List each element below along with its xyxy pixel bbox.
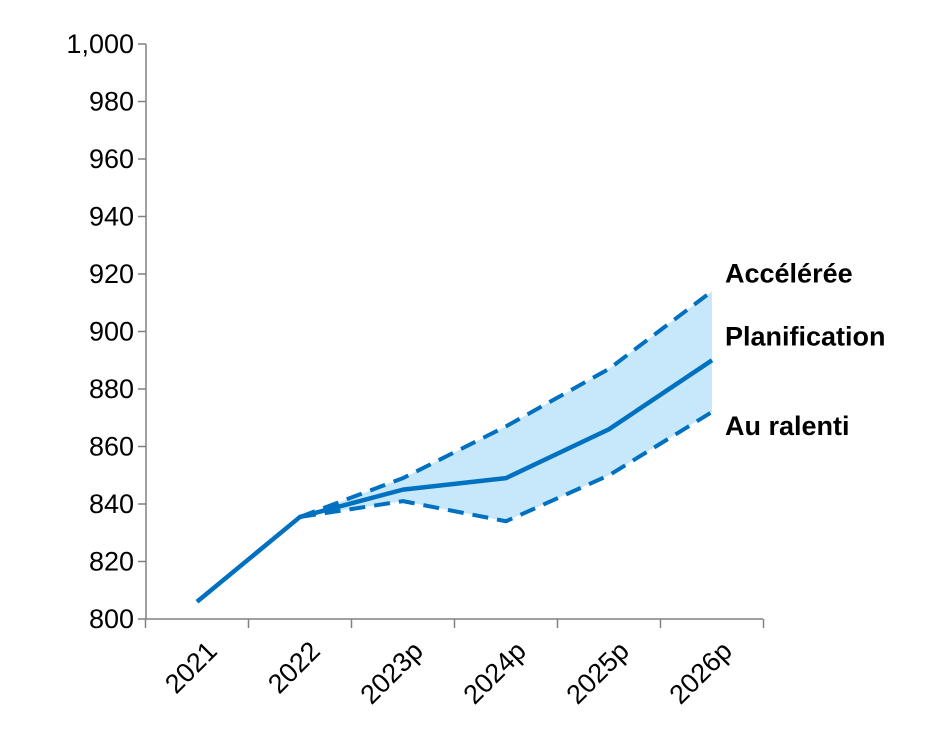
y-tick-label: 840 bbox=[89, 489, 134, 519]
x-tick-label: 2025p bbox=[561, 636, 635, 710]
labels-layer: Accélérée Planification Au ralenti bbox=[725, 258, 886, 441]
scenario-range-band bbox=[300, 291, 712, 522]
scenario-planning-line bbox=[195, 358, 714, 604]
scenario-slowdown-line bbox=[299, 410, 714, 524]
scenario-accelerated-line bbox=[299, 289, 714, 519]
label-accelerated: Accélérée bbox=[725, 258, 853, 288]
series-layer bbox=[195, 289, 714, 604]
scenario-band-layer bbox=[300, 291, 712, 522]
y-tick-label: 880 bbox=[89, 374, 134, 404]
label-slowdown: Au ralenti bbox=[725, 411, 850, 441]
x-tick-label: 2023p bbox=[355, 636, 429, 710]
x-tick-label: 2026p bbox=[664, 636, 738, 710]
y-tick-label: 900 bbox=[89, 317, 134, 347]
x-tick-label: 2021 bbox=[159, 636, 223, 700]
y-tick-label: 860 bbox=[89, 432, 134, 462]
y-tick-label: 1,000 bbox=[66, 29, 134, 59]
y-tick-label: 940 bbox=[89, 202, 134, 232]
y-tick-label: 920 bbox=[89, 259, 134, 289]
label-planning: Planification bbox=[725, 321, 886, 351]
x-tick-label: 2024p bbox=[458, 636, 532, 710]
y-tick-label: 960 bbox=[89, 144, 134, 174]
y-tick-label: 980 bbox=[89, 87, 134, 117]
x-tick-label: 2022 bbox=[262, 636, 326, 700]
y-tick-label: 820 bbox=[89, 547, 134, 577]
y-tick-label: 800 bbox=[89, 604, 134, 634]
